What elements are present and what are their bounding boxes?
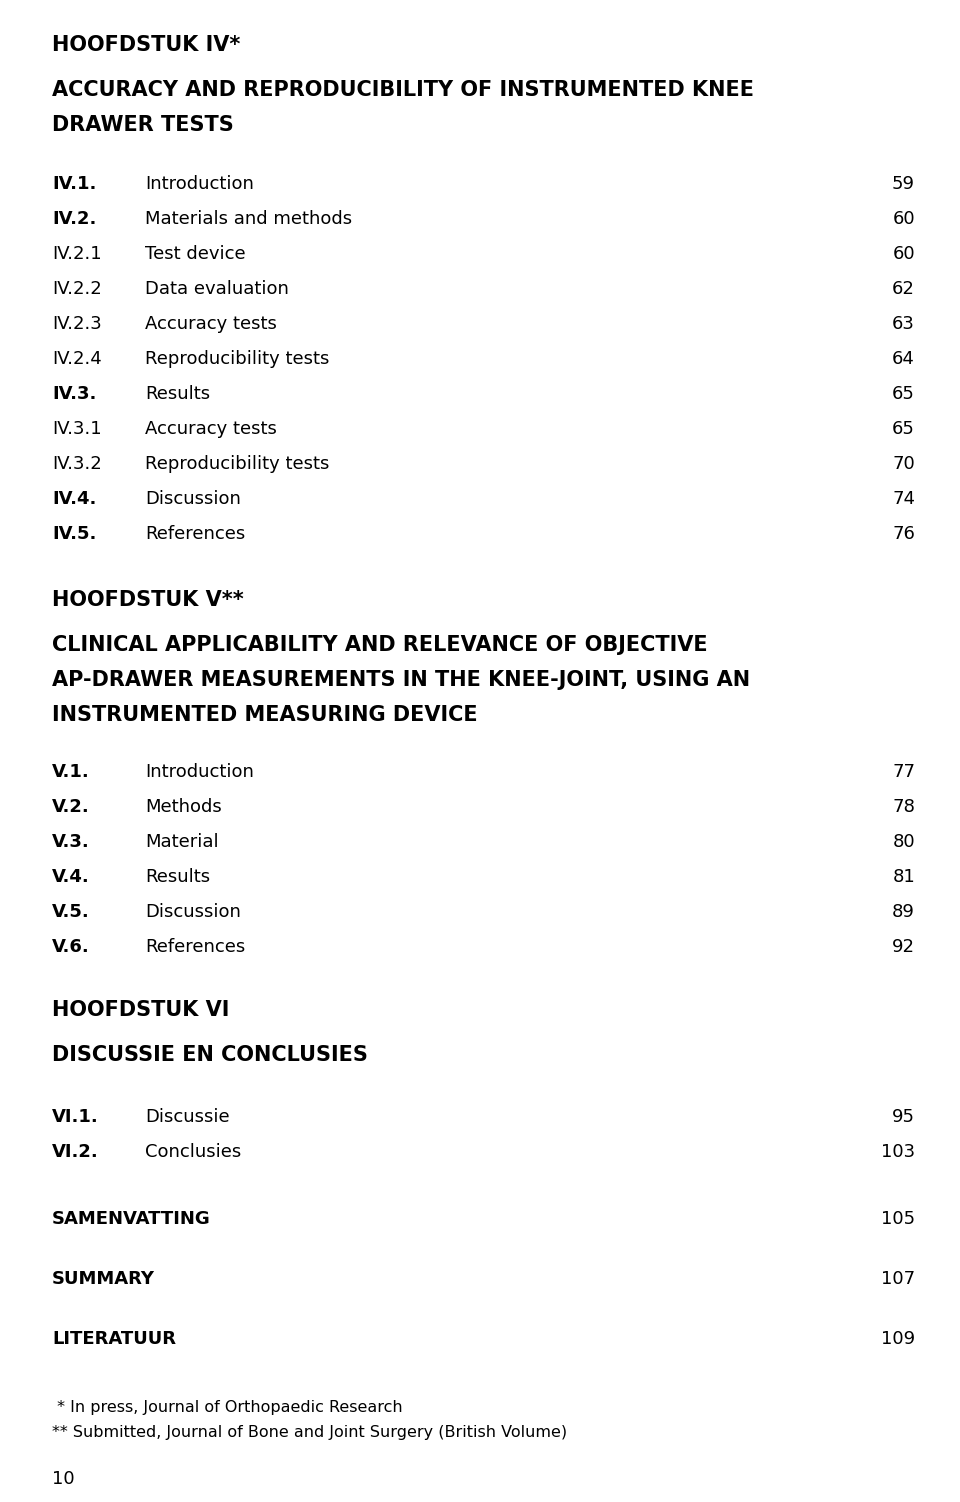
- Text: 109: 109: [881, 1329, 915, 1347]
- Text: Conclusies: Conclusies: [145, 1143, 241, 1161]
- Text: 10: 10: [52, 1470, 75, 1488]
- Text: IV.2.4: IV.2.4: [52, 350, 102, 368]
- Text: Results: Results: [145, 385, 210, 403]
- Text: 107: 107: [881, 1271, 915, 1289]
- Text: IV.3.: IV.3.: [52, 385, 96, 403]
- Text: IV.3.1: IV.3.1: [52, 421, 102, 439]
- Text: Results: Results: [145, 868, 210, 886]
- Text: Accuracy tests: Accuracy tests: [145, 315, 276, 333]
- Text: 74: 74: [892, 490, 915, 508]
- Text: 62: 62: [892, 279, 915, 297]
- Text: LITERATUUR: LITERATUUR: [52, 1329, 176, 1347]
- Text: HOOFDSTUK V**: HOOFDSTUK V**: [52, 590, 244, 610]
- Text: 65: 65: [892, 421, 915, 439]
- Text: IV.1.: IV.1.: [52, 176, 96, 192]
- Text: 105: 105: [881, 1211, 915, 1229]
- Text: IV.2.3: IV.2.3: [52, 315, 102, 333]
- Text: 103: 103: [881, 1143, 915, 1161]
- Text: Test device: Test device: [145, 245, 246, 263]
- Text: Materials and methods: Materials and methods: [145, 210, 352, 228]
- Text: * In press, Journal of Orthopaedic Research: * In press, Journal of Orthopaedic Resea…: [52, 1400, 402, 1415]
- Text: V.1.: V.1.: [52, 763, 89, 781]
- Text: 80: 80: [893, 834, 915, 852]
- Text: 77: 77: [892, 763, 915, 781]
- Text: 92: 92: [892, 939, 915, 955]
- Text: 76: 76: [892, 526, 915, 544]
- Text: VI.1.: VI.1.: [52, 1108, 99, 1126]
- Text: 65: 65: [892, 385, 915, 403]
- Text: 81: 81: [892, 868, 915, 886]
- Text: IV.2.: IV.2.: [52, 210, 96, 228]
- Text: IV.2.1: IV.2.1: [52, 245, 102, 263]
- Text: IV.3.2: IV.3.2: [52, 455, 102, 473]
- Text: 78: 78: [892, 798, 915, 816]
- Text: V.4.: V.4.: [52, 868, 89, 886]
- Text: Discussion: Discussion: [145, 903, 241, 921]
- Text: 63: 63: [892, 315, 915, 333]
- Text: Discussie: Discussie: [145, 1108, 229, 1126]
- Text: DRAWER TESTS: DRAWER TESTS: [52, 116, 233, 135]
- Text: SAMENVATTING: SAMENVATTING: [52, 1211, 211, 1229]
- Text: 60: 60: [893, 245, 915, 263]
- Text: Introduction: Introduction: [145, 763, 253, 781]
- Text: VI.2.: VI.2.: [52, 1143, 99, 1161]
- Text: V.5.: V.5.: [52, 903, 89, 921]
- Text: IV.4.: IV.4.: [52, 490, 96, 508]
- Text: Discussion: Discussion: [145, 490, 241, 508]
- Text: 70: 70: [892, 455, 915, 473]
- Text: 95: 95: [892, 1108, 915, 1126]
- Text: V.6.: V.6.: [52, 939, 89, 955]
- Text: V.3.: V.3.: [52, 834, 89, 852]
- Text: Material: Material: [145, 834, 219, 852]
- Text: References: References: [145, 939, 245, 955]
- Text: 59: 59: [892, 176, 915, 192]
- Text: HOOFDSTUK IV*: HOOFDSTUK IV*: [52, 35, 240, 56]
- Text: AP-DRAWER MEASUREMENTS IN THE KNEE-JOINT, USING AN: AP-DRAWER MEASUREMENTS IN THE KNEE-JOINT…: [52, 670, 750, 689]
- Text: CLINICAL APPLICABILITY AND RELEVANCE OF OBJECTIVE: CLINICAL APPLICABILITY AND RELEVANCE OF …: [52, 635, 708, 655]
- Text: DISCUSSIE EN CONCLUSIES: DISCUSSIE EN CONCLUSIES: [52, 1045, 368, 1065]
- Text: 64: 64: [892, 350, 915, 368]
- Text: Introduction: Introduction: [145, 176, 253, 192]
- Text: IV.5.: IV.5.: [52, 526, 96, 544]
- Text: ** Submitted, Journal of Bone and Joint Surgery (British Volume): ** Submitted, Journal of Bone and Joint …: [52, 1425, 567, 1440]
- Text: HOOFDSTUK VI: HOOFDSTUK VI: [52, 1000, 229, 1020]
- Text: References: References: [145, 526, 245, 544]
- Text: Reproducibility tests: Reproducibility tests: [145, 350, 329, 368]
- Text: V.2.: V.2.: [52, 798, 89, 816]
- Text: SUMMARY: SUMMARY: [52, 1271, 155, 1289]
- Text: Methods: Methods: [145, 798, 222, 816]
- Text: 60: 60: [893, 210, 915, 228]
- Text: Accuracy tests: Accuracy tests: [145, 421, 276, 439]
- Text: Data evaluation: Data evaluation: [145, 279, 289, 297]
- Text: Reproducibility tests: Reproducibility tests: [145, 455, 329, 473]
- Text: ACCURACY AND REPRODUCIBILITY OF INSTRUMENTED KNEE: ACCURACY AND REPRODUCIBILITY OF INSTRUME…: [52, 80, 754, 101]
- Text: IV.2.2: IV.2.2: [52, 279, 102, 297]
- Text: INSTRUMENTED MEASURING DEVICE: INSTRUMENTED MEASURING DEVICE: [52, 704, 478, 725]
- Text: 89: 89: [892, 903, 915, 921]
